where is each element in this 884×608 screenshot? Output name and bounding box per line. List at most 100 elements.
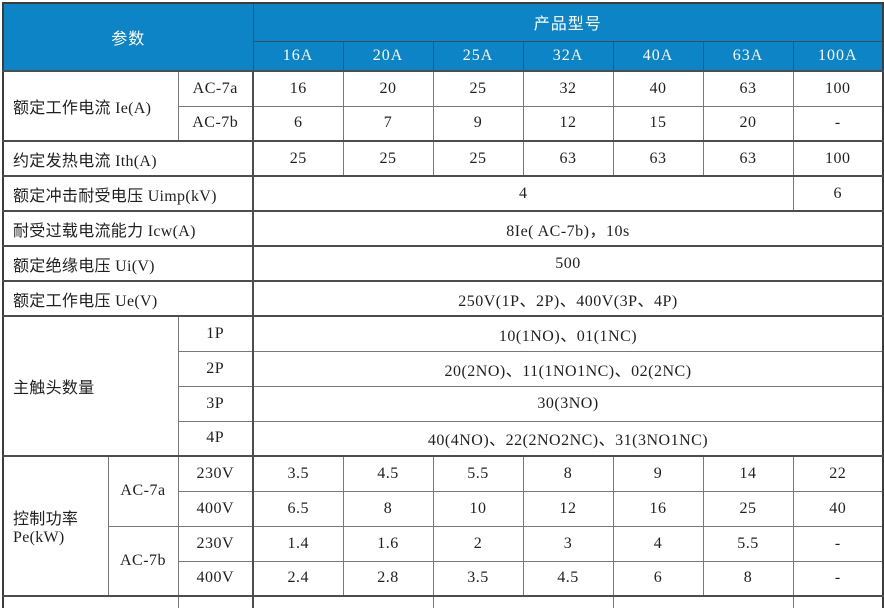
row-icw: 耐受过载电流能力 Icw(A) 8Ie( AC-7b)，10s xyxy=(2,210,884,247)
partial-row-cell xyxy=(252,595,434,608)
row-label-contacts: 主触头数量 xyxy=(2,315,179,457)
value-cell: - xyxy=(792,525,884,562)
param-header-cell: 参数 xyxy=(2,2,254,72)
value-cell: 40 xyxy=(612,70,704,107)
sub-label-pe-ac7a: AC-7a xyxy=(107,455,179,527)
value-cell: 20 xyxy=(342,70,434,107)
sub-label-230v: 230V xyxy=(177,455,254,492)
value-cell: 9 xyxy=(612,455,704,492)
row-contacts-1p: 主触头数量 1P 10(1NO)、01(1NC) xyxy=(2,315,884,457)
value-cell: 3.5 xyxy=(252,455,344,492)
value-cell: 3 xyxy=(522,525,614,562)
value-cell: 1.6 xyxy=(342,525,434,562)
sub-label-230v: 230V xyxy=(177,525,254,562)
value-cell: 25 xyxy=(342,140,434,177)
value-cell: 4.5 xyxy=(342,455,434,492)
value-cell-3p: 30(3NO) xyxy=(252,385,884,422)
value-cell: 10 xyxy=(432,490,524,527)
row-label-uimp: 额定冲击耐受电压 Uimp(kV) xyxy=(2,175,254,212)
value-cell-uimp-100a: 6 xyxy=(792,175,884,212)
value-cell: 3.5 xyxy=(432,560,524,597)
row-pe-ac7b-230v: AC-7b 230V 1.4 1.6 2 3 4 5.5 - xyxy=(3,525,884,597)
value-cell: 8 xyxy=(342,490,434,527)
value-cell: 5.5 xyxy=(702,525,794,562)
sub-label-4p: 4P xyxy=(177,420,254,457)
value-cell: 40 xyxy=(792,490,884,527)
value-cell: 25 xyxy=(432,140,524,177)
row-contacts-4p: 4P 40(4NO)、22(2NO2NC)、31(3NO1NC) xyxy=(3,420,884,457)
value-cell: 5.5 xyxy=(432,455,524,492)
row-contacts-3p: 3P 30(3NO) xyxy=(3,385,884,422)
size-col-header-100a: 100A xyxy=(792,40,884,72)
value-cell: - xyxy=(792,560,884,597)
row-ie-ac7a: 额定工作电流 Ie(A) AC-7a 16 20 25 32 40 63 100 xyxy=(2,70,884,142)
row-ith: 约定发热电流 Ith(A) 25 25 25 63 63 63 100 xyxy=(2,140,884,177)
row-label-ui: 额定绝缘电压 Ui(V) xyxy=(2,245,254,282)
value-cell-ui: 500 xyxy=(252,245,884,282)
row-ue: 额定工作电压 Ue(V) 250V(1P、2P)、400V(3P、4P) xyxy=(2,280,884,317)
value-cell: 12 xyxy=(522,105,614,142)
value-cell: 16 xyxy=(252,70,344,107)
value-cell: 16 xyxy=(612,490,704,527)
row-label-pe: 控制功率 Pe(kW) xyxy=(2,455,109,597)
row-pe-ac7a-230v: 控制功率 Pe(kW) AC-7a 230V 3.5 4.5 5.5 8 9 1… xyxy=(2,455,884,597)
value-cell: 15 xyxy=(612,105,704,142)
value-cell: 63 xyxy=(702,140,794,177)
sub-label-3p: 3P xyxy=(177,385,254,422)
value-cell: 12 xyxy=(522,490,614,527)
row-uimp: 额定冲击耐受电压 Uimp(kV) 4 6 xyxy=(2,175,884,212)
row-ui: 额定绝缘电压 Ui(V) 500 xyxy=(2,245,884,282)
value-cell: 8 xyxy=(702,560,794,597)
sub-label-1p: 1P xyxy=(177,315,254,352)
value-cell: 63 xyxy=(702,70,794,107)
value-cell: 6.5 xyxy=(252,490,344,527)
row-label-ue: 额定工作电压 Ue(V) xyxy=(2,280,254,317)
value-cell: 4 xyxy=(612,525,704,562)
sub-label-400v: 400V xyxy=(177,490,254,527)
value-cell: 2.8 xyxy=(342,560,434,597)
value-cell: 2 xyxy=(432,525,524,562)
value-cell: 63 xyxy=(612,140,704,177)
row-partial-clipped xyxy=(2,595,884,608)
value-cell: 63 xyxy=(522,140,614,177)
partial-row-cell xyxy=(177,595,254,608)
value-cell: 14 xyxy=(702,455,794,492)
value-cell: 25 xyxy=(702,490,794,527)
value-cell-1p: 10(1NO)、01(1NC) xyxy=(252,315,884,352)
value-cell: 32 xyxy=(522,70,614,107)
row-label-ie: 额定工作电流 Ie(A) xyxy=(2,70,179,142)
value-cell: 25 xyxy=(432,70,524,107)
value-cell: 6 xyxy=(252,105,344,142)
value-cell-icw: 8Ie( AC-7b)，10s xyxy=(252,210,884,247)
header-row-model: 参数 产品型号 xyxy=(2,2,884,72)
row-contacts-2p: 2P 20(2NO)、11(1NO1NC)、02(2NC) xyxy=(3,350,884,387)
value-cell: - xyxy=(792,105,884,142)
value-cell: 1.4 xyxy=(252,525,344,562)
value-cell: 100 xyxy=(792,70,884,107)
value-cell: 20 xyxy=(702,105,794,142)
partial-row-cell xyxy=(2,595,179,608)
value-cell: 25 xyxy=(252,140,344,177)
sub-label-ac7a: AC-7a xyxy=(177,70,254,107)
value-cell: 4.5 xyxy=(522,560,614,597)
value-cell: 22 xyxy=(792,455,884,492)
partial-row-cell xyxy=(792,595,884,608)
value-cell-2p: 20(2NO)、11(1NO1NC)、02(2NC) xyxy=(252,350,884,387)
size-col-header-16a: 16A xyxy=(252,40,344,72)
size-col-header-63a: 63A xyxy=(702,40,794,72)
sub-label-ac7b: AC-7b xyxy=(177,105,254,142)
partial-row-cell xyxy=(432,595,614,608)
value-cell: 6 xyxy=(612,560,704,597)
row-label-ith: 约定发热电流 Ith(A) xyxy=(2,140,254,177)
sub-label-400v: 400V xyxy=(177,560,254,597)
value-cell: 100 xyxy=(792,140,884,177)
size-col-header-20a: 20A xyxy=(342,40,434,72)
value-cell-4p: 40(4NO)、22(2NO2NC)、31(3NO1NC) xyxy=(252,420,884,457)
partial-row-cell xyxy=(612,595,794,608)
value-cell: 8 xyxy=(522,455,614,492)
sub-label-pe-ac7b: AC-7b xyxy=(107,525,179,597)
size-col-header-40a: 40A xyxy=(612,40,704,72)
row-label-icw: 耐受过载电流能力 Icw(A) xyxy=(2,210,254,247)
